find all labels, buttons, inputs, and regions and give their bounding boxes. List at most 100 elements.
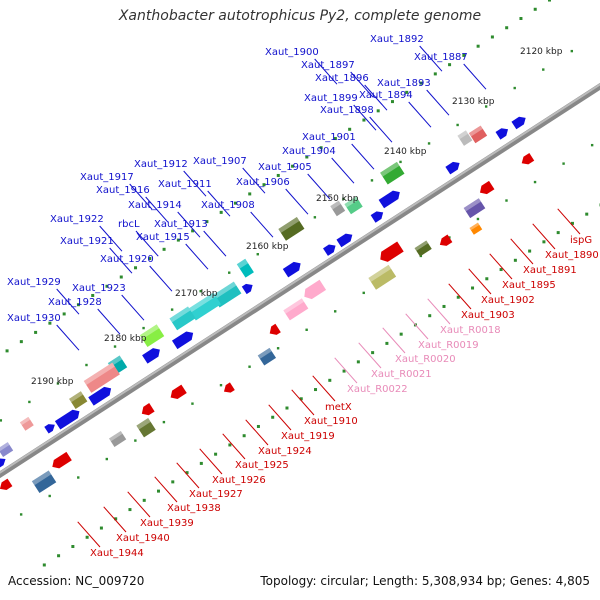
gene-feature[interactable] bbox=[378, 188, 403, 209]
gene-feature[interactable] bbox=[50, 451, 72, 471]
gene-label-Xaut_1901[interactable]: Xaut_1901 bbox=[302, 132, 356, 143]
gene-feature[interactable] bbox=[469, 222, 483, 235]
gene-label-Xaut_1893[interactable]: Xaut_1893 bbox=[377, 78, 431, 89]
gene-label-Xaut_1904[interactable]: Xaut_1904 bbox=[282, 146, 336, 157]
gene-label-Xaut_1913[interactable]: Xaut_1913 bbox=[154, 219, 208, 230]
gene-feature[interactable] bbox=[236, 258, 254, 278]
gene-label-metX[interactable]: metX bbox=[325, 402, 352, 413]
gene-label-Xaut_1924[interactable]: Xaut_1924 bbox=[258, 446, 312, 457]
gene-label-Xaut_1912[interactable]: Xaut_1912 bbox=[134, 159, 188, 170]
gene-label-Xaut_1903[interactable]: Xaut_1903 bbox=[461, 310, 515, 321]
gene-feature[interactable] bbox=[142, 345, 163, 364]
gene-feature[interactable] bbox=[0, 456, 8, 470]
gene-label-rbcL[interactable]: rbcL bbox=[118, 219, 140, 230]
gene-feature[interactable] bbox=[188, 292, 222, 321]
gene-feature[interactable] bbox=[109, 430, 127, 447]
gene-label-Xaut_1922[interactable]: Xaut_1922 bbox=[50, 214, 104, 225]
gene-label-Xaut_1944[interactable]: Xaut_1944 bbox=[90, 548, 144, 559]
gene-label-Xaut_1902[interactable]: Xaut_1902 bbox=[481, 295, 535, 306]
gene-label-Xaut_1940[interactable]: Xaut_1940 bbox=[116, 533, 170, 544]
gene-label-Xaut_1897[interactable]: Xaut_1897 bbox=[301, 60, 355, 71]
gene-feature[interactable] bbox=[0, 478, 13, 493]
gene-label-Xaut_1907[interactable]: Xaut_1907 bbox=[193, 156, 247, 167]
gene-label-Xaut_1895[interactable]: Xaut_1895 bbox=[502, 280, 556, 291]
gene-label-ispG[interactable]: ispG bbox=[570, 235, 592, 246]
gene-label-Xaut_1923[interactable]: Xaut_1923 bbox=[72, 283, 126, 294]
gene-feature[interactable] bbox=[283, 298, 309, 321]
gene-feature[interactable] bbox=[301, 279, 327, 302]
gene-feature[interactable] bbox=[282, 259, 304, 278]
gene-feature[interactable] bbox=[477, 180, 495, 197]
gene-label-Xaut_1926[interactable]: Xaut_1926 bbox=[212, 475, 266, 486]
gene-feature[interactable] bbox=[278, 217, 305, 241]
gene-feature[interactable] bbox=[330, 200, 346, 217]
gene-feature[interactable] bbox=[437, 234, 453, 249]
gene-feature[interactable] bbox=[257, 347, 277, 366]
gene-feature[interactable] bbox=[88, 384, 114, 406]
gene-label-Xaut_1927[interactable]: Xaut_1927 bbox=[189, 489, 243, 500]
gene-feature[interactable] bbox=[0, 442, 14, 458]
gene-feature[interactable] bbox=[44, 421, 57, 434]
gene-label-Xaut_1896[interactable]: Xaut_1896 bbox=[315, 73, 369, 84]
gene-label-Xaut_1915[interactable]: Xaut_1915 bbox=[136, 232, 190, 243]
gene-label-Xaut_1887[interactable]: Xaut_1887 bbox=[414, 52, 468, 63]
gene-label-Xaut_1898[interactable]: Xaut_1898 bbox=[320, 105, 374, 116]
gene-feature[interactable] bbox=[414, 240, 432, 257]
gene-label-Xaut_1917[interactable]: Xaut_1917 bbox=[80, 172, 134, 183]
gene-feature[interactable] bbox=[171, 329, 196, 350]
gene-feature[interactable] bbox=[222, 382, 235, 395]
gene-feature[interactable] bbox=[267, 323, 281, 338]
gene-feature[interactable] bbox=[323, 242, 338, 256]
gene-feature[interactable] bbox=[457, 130, 473, 146]
gene-feature[interactable] bbox=[377, 241, 404, 264]
gene-label-Xaut_1925[interactable]: Xaut_1925 bbox=[235, 460, 289, 471]
gene-label-Xaut_1929[interactable]: Xaut_1929 bbox=[7, 277, 61, 288]
gene-label-Xaut_R0018[interactable]: Xaut_R0018 bbox=[440, 325, 501, 336]
gene-feature[interactable] bbox=[31, 470, 57, 494]
gene-feature[interactable] bbox=[139, 403, 155, 418]
gene-feature[interactable] bbox=[69, 391, 88, 409]
gene-feature[interactable] bbox=[211, 281, 242, 308]
gene-label-Xaut_1892[interactable]: Xaut_1892 bbox=[370, 34, 424, 45]
gene-label-Xaut_R0020[interactable]: Xaut_R0020 bbox=[395, 354, 456, 365]
gene-label-Xaut_1890[interactable]: Xaut_1890 bbox=[545, 250, 599, 261]
gene-label-Xaut_1928[interactable]: Xaut_1928 bbox=[48, 297, 102, 308]
gene-label-Xaut_R0019[interactable]: Xaut_R0019 bbox=[418, 340, 479, 351]
gene-label-Xaut_1919[interactable]: Xaut_1919 bbox=[281, 431, 335, 442]
gene-feature[interactable] bbox=[241, 281, 255, 295]
gene-feature[interactable] bbox=[380, 161, 405, 185]
gene-feature[interactable] bbox=[468, 125, 488, 144]
gene-label-Xaut_1939[interactable]: Xaut_1939 bbox=[140, 518, 194, 529]
gene-feature[interactable] bbox=[445, 159, 462, 175]
gene-label-Xaut_R0022[interactable]: Xaut_R0022 bbox=[347, 384, 408, 395]
gene-feature[interactable] bbox=[370, 209, 386, 223]
gene-label-Xaut_1911[interactable]: Xaut_1911 bbox=[158, 179, 212, 190]
gene-feature[interactable] bbox=[511, 114, 528, 130]
gene-label-Xaut_1910[interactable]: Xaut_1910 bbox=[304, 416, 358, 427]
gene-feature[interactable] bbox=[139, 324, 165, 347]
gene-label-Xaut_1894[interactable]: Xaut_1894 bbox=[359, 90, 413, 101]
gene-feature[interactable] bbox=[169, 306, 196, 331]
gene-feature[interactable] bbox=[168, 384, 187, 402]
gene-feature[interactable] bbox=[336, 231, 354, 248]
gene-label-Xaut_1914[interactable]: Xaut_1914 bbox=[128, 200, 182, 211]
gene-feature[interactable] bbox=[19, 416, 34, 431]
gene-label-Xaut_1906[interactable]: Xaut_1906 bbox=[236, 177, 290, 188]
gene-label-Xaut_R0021[interactable]: Xaut_R0021 bbox=[371, 369, 432, 380]
gene-feature[interactable] bbox=[83, 362, 120, 393]
gene-label-Xaut_1899[interactable]: Xaut_1899 bbox=[304, 93, 358, 104]
gene-feature[interactable] bbox=[136, 418, 156, 438]
gene-label-Xaut_1921[interactable]: Xaut_1921 bbox=[60, 236, 114, 247]
gene-feature[interactable] bbox=[495, 125, 511, 140]
gene-feature[interactable] bbox=[463, 198, 486, 219]
gene-label-Xaut_1930[interactable]: Xaut_1930 bbox=[7, 313, 61, 324]
gene-feature[interactable] bbox=[368, 264, 397, 290]
gene-label-Xaut_1891[interactable]: Xaut_1891 bbox=[523, 265, 577, 276]
gene-feature[interactable] bbox=[54, 407, 82, 430]
gene-label-Xaut_1908[interactable]: Xaut_1908 bbox=[201, 200, 255, 211]
gene-label-Xaut_1920[interactable]: Xaut_1920 bbox=[100, 254, 154, 265]
gene-label-Xaut_1938[interactable]: Xaut_1938 bbox=[167, 503, 221, 514]
gene-feature[interactable] bbox=[519, 153, 535, 167]
gene-label-Xaut_1900[interactable]: Xaut_1900 bbox=[265, 47, 319, 58]
gene-label-Xaut_1916[interactable]: Xaut_1916 bbox=[96, 185, 150, 196]
